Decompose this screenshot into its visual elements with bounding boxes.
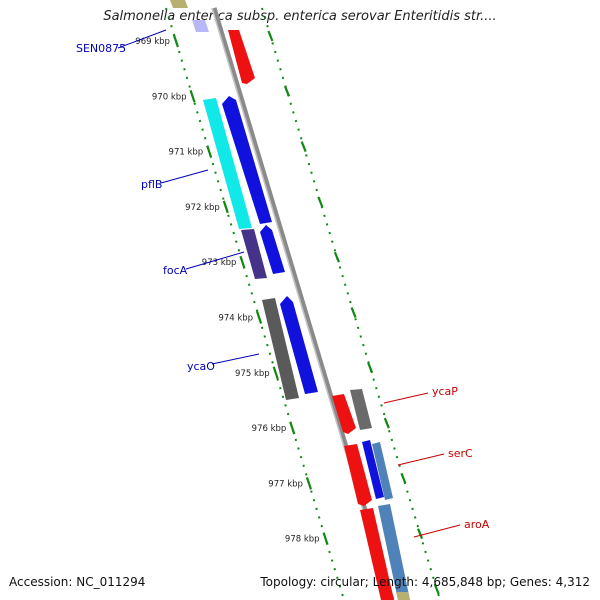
gene-label-SEN0875[interactable]: SEN0875 xyxy=(76,42,126,55)
kbp-ticks: 969 kbp 970 kbp 971 kbp 972 kbp 973 kbp 974 k… xyxy=(135,30,440,595)
gene-features xyxy=(170,0,410,600)
pointer-ycaO xyxy=(211,353,260,365)
gene-feature-blue-3 xyxy=(280,296,318,394)
gene-feature-red-aroA xyxy=(360,508,394,600)
pointer-SEN0875 xyxy=(117,29,167,49)
kbp-tick-mark xyxy=(206,145,213,158)
gene-feature-top-olive xyxy=(170,0,188,8)
gene-label-aroA[interactable]: aroA xyxy=(464,518,490,531)
pointer-serC xyxy=(397,453,445,466)
gene-feature-red-serC xyxy=(344,444,372,506)
gene-label-ycaO[interactable]: ycaO xyxy=(187,360,215,373)
kbp-tick-mark xyxy=(256,311,263,324)
right-tick-mark xyxy=(383,417,390,429)
gene-feature-grey-ycaP xyxy=(350,389,372,430)
kbp-tick-mark xyxy=(322,532,329,546)
right-tick-mark xyxy=(267,30,274,42)
gene-label-focA[interactable]: focA xyxy=(163,264,188,277)
right-tick-mark xyxy=(367,362,374,374)
right-tick-mark xyxy=(300,141,307,153)
gene-feature-bottom-olive xyxy=(396,592,410,600)
gene-label-ycaP[interactable]: ycaP xyxy=(432,385,458,398)
gene-feature-focA xyxy=(241,229,267,279)
map-title: Salmonella enterica subsp. enterica sero… xyxy=(103,9,497,24)
kbp-tick-mark xyxy=(222,200,229,214)
gene-label-serC[interactable]: serC xyxy=(448,447,473,460)
kbp-tick-label: 973 kbp xyxy=(202,258,237,268)
kbp-tick-label: 970 kbp xyxy=(152,92,187,102)
topology-summary: Topology: circular; Length: 4,685,848 bp… xyxy=(260,575,590,589)
right-tick-mark xyxy=(400,472,407,484)
gene-feature-top-blue xyxy=(192,20,209,32)
pointer-focA xyxy=(185,251,245,270)
kbp-tick-mark xyxy=(189,89,196,103)
kbp-tick-mark xyxy=(239,255,246,269)
kbp-tick-label: 976 kbp xyxy=(252,424,287,434)
right-tick-mark xyxy=(317,196,324,208)
gene-feature-steel-serC xyxy=(372,442,393,500)
pointer-pflB xyxy=(160,169,209,184)
accession-text: Accession: NC_011294 xyxy=(9,575,146,589)
right-tick-mark xyxy=(433,583,440,595)
pointer-aroA xyxy=(413,524,461,538)
gene-feature-blue-1 xyxy=(222,96,272,224)
kbp-tick-mark xyxy=(289,421,296,435)
kbp-tick-label: 978 kbp xyxy=(285,535,320,545)
gene-feature-red-top xyxy=(228,30,255,84)
right-tick-mark xyxy=(333,251,340,263)
gene-feature-ycaO xyxy=(262,298,299,400)
right-tick-mark xyxy=(350,307,357,318)
gene-feature-blue-serC xyxy=(362,440,384,499)
kbp-tick-label: 975 kbp xyxy=(235,369,270,379)
gene-feature-steel-aroA xyxy=(378,504,410,600)
gene-label-pointers xyxy=(117,29,461,538)
gene-feature-red-ycaP xyxy=(332,394,356,434)
kbp-tick-label: 969 kbp xyxy=(135,37,170,47)
right-tick-mark xyxy=(417,528,424,540)
kbp-tick-mark xyxy=(305,477,312,490)
kbp-tick-label: 971 kbp xyxy=(169,148,204,158)
gene-label-pflB[interactable]: pflB xyxy=(141,178,162,191)
kbp-tick-label: 974 kbp xyxy=(218,314,253,324)
gene-feature-pflB xyxy=(203,98,252,229)
kbp-tick-label: 972 kbp xyxy=(185,203,220,213)
gene-feature-blue-2 xyxy=(260,225,285,274)
pointer-ycaP xyxy=(383,392,429,404)
kbp-tick-mark xyxy=(172,34,179,48)
kbp-tick-label: 977 kbp xyxy=(268,479,303,489)
right-tick-mark xyxy=(284,85,291,97)
kbp-tick-mark xyxy=(272,366,279,380)
